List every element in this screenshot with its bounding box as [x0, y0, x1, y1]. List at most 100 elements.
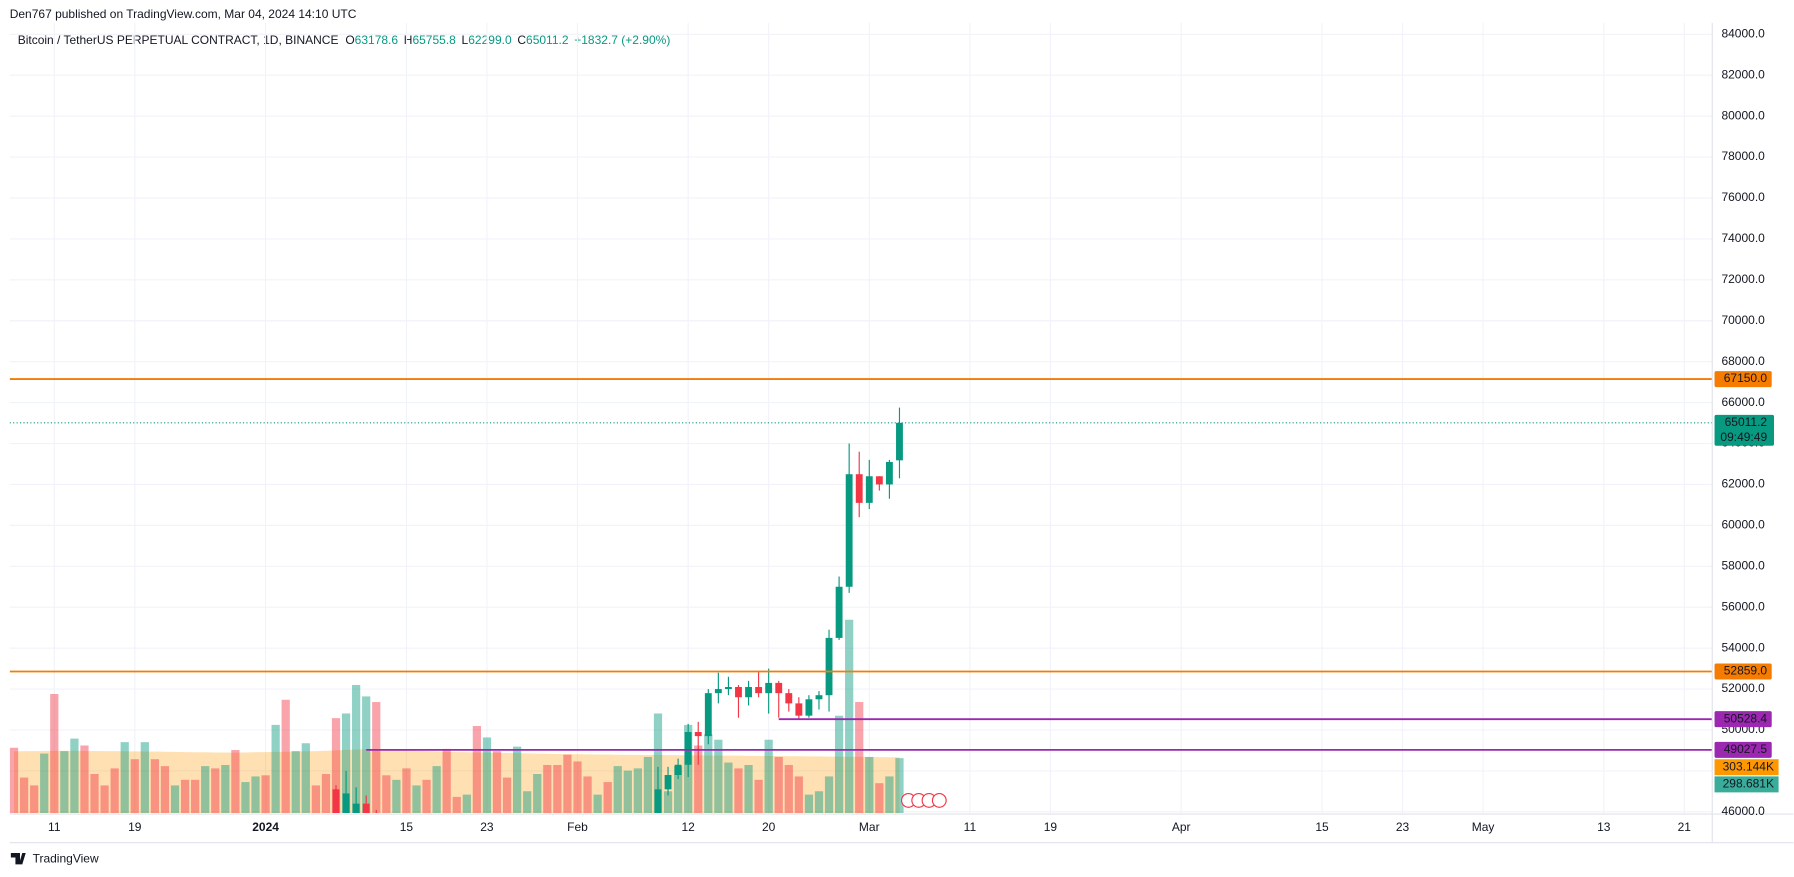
candle-body	[654, 789, 662, 813]
volume-bar	[774, 756, 783, 813]
candle-body	[714, 689, 722, 694]
candle-body	[342, 793, 350, 813]
volume-bar	[311, 785, 321, 813]
volume-bar	[100, 785, 109, 813]
candle-body	[332, 789, 340, 813]
candle-body	[704, 693, 712, 737]
x-tick-label: 15	[400, 820, 414, 834]
logo: TradingView	[10, 851, 99, 865]
volume-bar	[150, 759, 160, 813]
x-tick-label: May	[1472, 820, 1495, 834]
volume-bar	[744, 765, 753, 813]
volume-ma-tag-bg	[1714, 759, 1779, 776]
volume-bar	[50, 693, 59, 813]
candle-body	[745, 687, 752, 698]
y-tick-label: 72000.0	[1721, 272, 1765, 286]
x-tick-label: Feb	[567, 820, 588, 834]
last-price-tag-bg	[1714, 414, 1774, 446]
y-tick-label: 54000.0	[1721, 640, 1765, 654]
axis-tags: 46000.048000.050000.052000.054000.056000…	[48, 26, 1779, 834]
level-tag-bg	[1714, 741, 1772, 758]
candle-body	[674, 764, 682, 775]
candle-body	[694, 732, 702, 737]
volume-bar	[623, 770, 632, 813]
ohlc-key: O	[345, 33, 354, 47]
volume-bar	[130, 759, 139, 813]
x-tick-label: 20	[762, 820, 776, 834]
volume-bar	[442, 748, 451, 813]
level-tag-bg	[1714, 371, 1772, 388]
volume-bar	[502, 777, 512, 813]
ohlc-value: 65011.2	[526, 33, 569, 47]
volume-bar	[452, 796, 461, 813]
volume-bar	[271, 724, 280, 813]
candle-body	[845, 474, 853, 587]
volume-bar	[321, 773, 331, 813]
volume-bar	[422, 779, 431, 813]
volume-bar	[845, 619, 854, 813]
level-tag-bg	[1714, 663, 1772, 680]
candle-body	[815, 695, 823, 700]
volume-bar	[261, 775, 270, 813]
volume-bar	[180, 779, 190, 813]
candle-body	[795, 703, 803, 716]
volume-bar	[865, 756, 874, 813]
volume-bar	[694, 745, 703, 813]
volume-bar	[241, 782, 250, 813]
volume-bar	[472, 726, 481, 813]
volume-bar	[593, 794, 602, 813]
candle-body	[664, 774, 672, 790]
volume-bar	[392, 779, 401, 813]
x-tick-label: 13	[1597, 820, 1611, 834]
level-label: 52859.0	[1724, 664, 1768, 678]
candle-body	[875, 476, 883, 485]
volume-tag-bg	[1714, 776, 1779, 793]
volume-bar	[352, 684, 361, 813]
volume-bar	[563, 754, 572, 813]
volume-bar	[211, 768, 220, 813]
y-tick-label: 70000.0	[1721, 313, 1765, 327]
price-pane	[9, 378, 1713, 813]
level-label: 67150.0	[1724, 371, 1768, 385]
x-tick-label: 11	[48, 820, 61, 834]
x-tick-label: 15	[1315, 820, 1329, 834]
volume-bar	[40, 753, 49, 813]
candle-body	[684, 732, 692, 765]
change: +1832.7 (+2.90%)	[574, 33, 670, 47]
y-tick-label: 58000.0	[1721, 558, 1765, 572]
candle-body	[362, 803, 370, 813]
volume-bar	[362, 696, 371, 813]
x-tick-label: 23	[1396, 820, 1410, 834]
volume-bar	[492, 751, 502, 813]
ohlc-key: L	[462, 33, 469, 47]
volume-bar	[251, 776, 260, 813]
candle-body	[835, 586, 843, 638]
volume-bar	[19, 777, 29, 813]
volume-bar	[653, 713, 663, 813]
volume-label: 298.681K	[1723, 777, 1774, 791]
volume-bar	[784, 765, 793, 813]
volume-bar	[603, 782, 612, 813]
volume-bar	[764, 739, 773, 813]
volume-bar	[663, 791, 673, 813]
ohlc-value: 63178.6	[355, 33, 399, 47]
x-tick-label: 19	[1044, 820, 1058, 834]
volume-bar	[533, 773, 542, 813]
volume-bar	[341, 713, 351, 813]
ohlc-value: 62299.0	[468, 33, 512, 47]
candle-body	[765, 682, 773, 694]
volume-bar	[523, 791, 532, 813]
volume-bar	[573, 761, 582, 813]
candle-body	[865, 476, 873, 503]
logo-mark	[10, 852, 26, 865]
y-tick-label: 46000.0	[1721, 804, 1765, 818]
volume-bar	[553, 765, 562, 813]
volume-bar	[90, 773, 99, 813]
volume-bar	[412, 785, 421, 813]
volume-bar	[704, 734, 713, 813]
x-tick-label: Apr	[1172, 820, 1191, 834]
volume-bar	[382, 775, 391, 813]
volume-bar	[331, 718, 341, 813]
last-price-label: 65011.2	[1725, 415, 1768, 429]
volume-bar	[855, 702, 864, 813]
